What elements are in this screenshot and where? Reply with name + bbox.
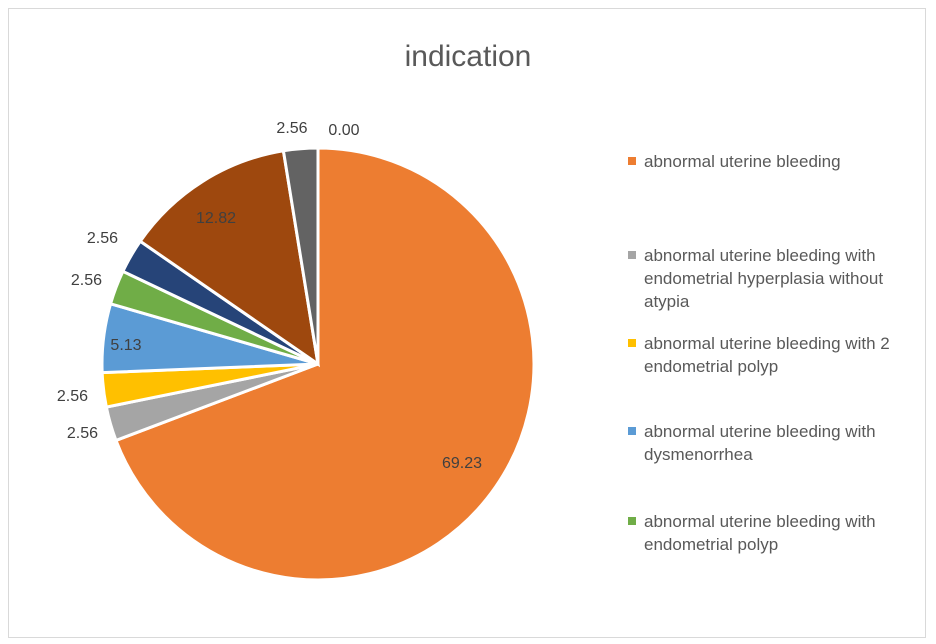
- legend-item: abnormal uterine bleeding with dysmenorr…: [628, 420, 924, 466]
- legend-item: abnormal uterine bleeding with endometri…: [628, 510, 924, 556]
- legend-item: abnormal uterine bleeding with endometri…: [628, 244, 924, 313]
- data-label: 2.56: [71, 272, 102, 289]
- legend-swatch: [628, 427, 636, 435]
- pie-slice: [281, 146, 320, 365]
- legend-label: abnormal uterine bleeding: [644, 152, 841, 171]
- legend-swatch: [628, 157, 636, 165]
- legend-swatch: [628, 517, 636, 525]
- legend-label: abnormal uterine bleeding with dysmenorr…: [644, 422, 876, 464]
- legend-swatch: [628, 339, 636, 347]
- chart-title: indication: [404, 40, 532, 73]
- data-label: 2.56: [57, 388, 88, 405]
- pie-slice: [138, 149, 321, 368]
- legend-item: abnormal uterine bleeding with 2 endomet…: [628, 332, 924, 378]
- data-label: 69.23: [442, 455, 482, 472]
- data-label: 2.56: [276, 120, 307, 137]
- legend-item: abnormal uterine bleeding: [628, 150, 924, 173]
- data-label: 2.56: [87, 230, 118, 247]
- legend-label: abnormal uterine bleeding with endometri…: [644, 246, 884, 311]
- data-label: 12.82: [196, 210, 236, 227]
- data-label: 5.13: [110, 337, 141, 354]
- legend-swatch: [628, 251, 636, 259]
- pie-slice: [114, 146, 536, 582]
- legend-label: abnormal uterine bleeding with endometri…: [644, 512, 876, 554]
- legend-label: abnormal uterine bleeding with 2 endomet…: [644, 334, 890, 376]
- data-label: 0.00: [328, 122, 359, 139]
- data-label: 2.56: [67, 425, 98, 442]
